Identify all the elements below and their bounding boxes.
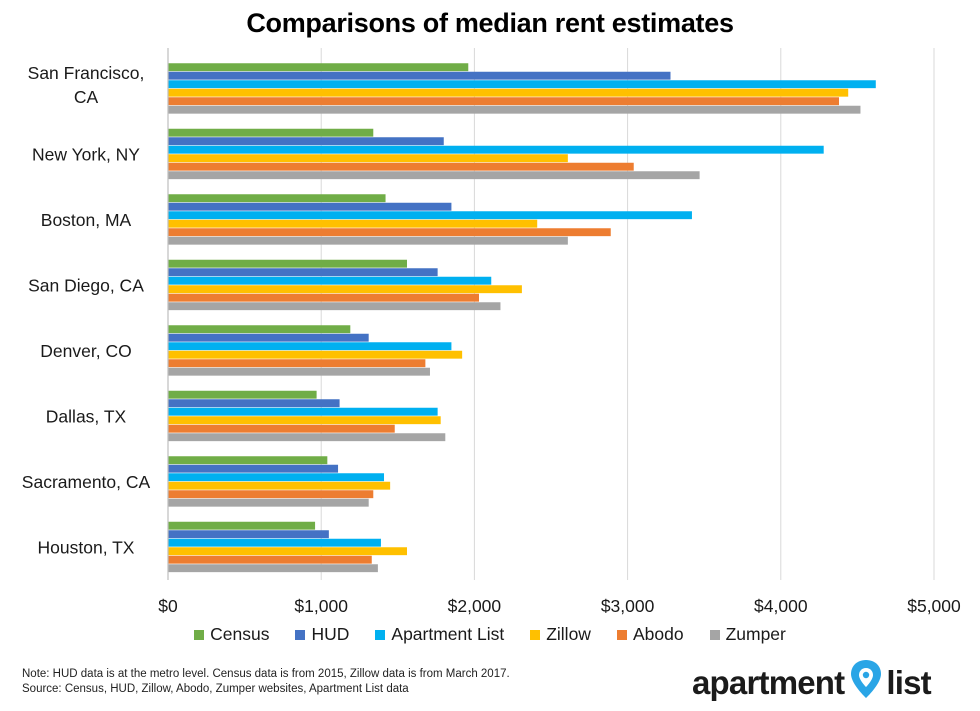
legend-swatch bbox=[709, 629, 720, 640]
bar-zumper bbox=[168, 433, 446, 442]
legend-swatch bbox=[295, 629, 306, 640]
apartment-list-logo: apartment list bbox=[692, 658, 932, 708]
bar-zillow bbox=[168, 219, 538, 228]
x-tick-label: $3,000 bbox=[601, 596, 655, 616]
bar-census bbox=[168, 63, 469, 72]
category-label: Denver, CO bbox=[40, 341, 131, 361]
legend-label: Zillow bbox=[546, 624, 591, 644]
bar-apartment-list bbox=[168, 145, 824, 154]
bar-zumper bbox=[168, 105, 861, 114]
bar-abodo bbox=[168, 359, 426, 368]
bar-zumper bbox=[168, 171, 700, 180]
category-label: Dallas, TX bbox=[46, 406, 127, 426]
legend-item: HUD bbox=[295, 624, 349, 645]
map-pin-icon bbox=[849, 658, 883, 708]
bar-census bbox=[168, 456, 328, 465]
legend-label: Abodo bbox=[632, 624, 684, 644]
bar-abodo bbox=[168, 97, 840, 106]
bar-zillow bbox=[168, 154, 568, 163]
bar-census bbox=[168, 128, 374, 137]
bar-apartment-list bbox=[168, 538, 381, 547]
legend-item: Apartment List bbox=[375, 624, 504, 645]
footnote: Note: HUD data is at the metro level. Ce… bbox=[22, 667, 510, 697]
x-tick-label: $0 bbox=[158, 596, 178, 616]
category-label: San Diego, CA bbox=[28, 275, 144, 295]
legend-swatch bbox=[194, 629, 205, 640]
bar-zumper bbox=[168, 498, 369, 507]
legend-item: Abodo bbox=[616, 624, 684, 645]
bar-zumper bbox=[168, 236, 568, 245]
legend-swatch bbox=[616, 629, 627, 640]
logo-text-list: list bbox=[886, 664, 931, 701]
x-tick-label: $4,000 bbox=[754, 596, 808, 616]
x-tick-label: $2,000 bbox=[448, 596, 502, 616]
legend-label: HUD bbox=[311, 624, 350, 644]
bar-abodo bbox=[168, 162, 634, 171]
bar-hud bbox=[168, 530, 329, 539]
legend: Census HUD Apartment List Zillow Abodo Zumper bbox=[0, 624, 980, 645]
bar-census bbox=[168, 325, 351, 334]
chart-title: Comparisons of median rent estimates bbox=[246, 8, 734, 38]
legend-swatch bbox=[375, 629, 386, 640]
bar-hud bbox=[168, 268, 438, 277]
bar-zillow bbox=[168, 547, 407, 556]
legend-label: Census bbox=[210, 624, 270, 644]
x-tick-label: $5,000 bbox=[907, 596, 961, 616]
footnote-source: Source: Census, HUD, Zillow, Abodo, Zump… bbox=[22, 683, 409, 695]
bar-zillow bbox=[168, 285, 522, 294]
bar-abodo bbox=[168, 424, 395, 433]
bar-apartment-list bbox=[168, 473, 385, 482]
legend-label: Zumper bbox=[725, 624, 786, 644]
bar-abodo bbox=[168, 555, 372, 564]
bar-zillow bbox=[168, 88, 849, 97]
category-label: Houston, TX bbox=[38, 537, 135, 557]
category-label: Boston, MA bbox=[41, 210, 132, 230]
bar-census bbox=[168, 390, 317, 399]
bar-zillow bbox=[168, 350, 463, 359]
bar-apartment-list bbox=[168, 276, 492, 285]
legend-label: Apartment List bbox=[391, 624, 505, 644]
bar-zillow bbox=[168, 416, 441, 425]
bar-hud bbox=[168, 399, 340, 408]
legend-item: Zillow bbox=[530, 624, 591, 645]
legend-swatch bbox=[530, 629, 541, 640]
bar-census bbox=[168, 259, 407, 268]
bar-apartment-list bbox=[168, 211, 692, 220]
legend-item: Zumper bbox=[709, 624, 786, 645]
bar-census bbox=[168, 521, 316, 530]
bar-hud bbox=[168, 202, 452, 211]
bar-apartment-list bbox=[168, 407, 438, 416]
bar-abodo bbox=[168, 293, 479, 302]
logo-text-apartment: apartment bbox=[692, 664, 845, 701]
category-label: San Francisco, CA bbox=[28, 63, 145, 107]
bar-zumper bbox=[168, 367, 430, 376]
footnote-note: Note: HUD data is at the metro level. Ce… bbox=[22, 668, 510, 680]
x-tick-label: $1,000 bbox=[294, 596, 348, 616]
bar-hud bbox=[168, 137, 444, 146]
bar-zumper bbox=[168, 302, 501, 311]
bar-abodo bbox=[168, 228, 611, 237]
bar-census bbox=[168, 194, 386, 203]
legend-item: Census bbox=[194, 624, 269, 645]
bar-apartment-list bbox=[168, 80, 876, 89]
bar-hud bbox=[168, 464, 339, 473]
category-label: New York, NY bbox=[32, 144, 140, 164]
bar-abodo bbox=[168, 490, 374, 499]
bar-chart: San Francisco, CA New York, NY Boston, MA Sa… bbox=[22, 48, 961, 616]
bar-hud bbox=[168, 71, 671, 80]
bar-hud bbox=[168, 333, 369, 342]
bar-zumper bbox=[168, 564, 378, 573]
bar-zillow bbox=[168, 481, 391, 490]
category-label: Sacramento, CA bbox=[22, 472, 151, 492]
bar-apartment-list bbox=[168, 342, 452, 351]
